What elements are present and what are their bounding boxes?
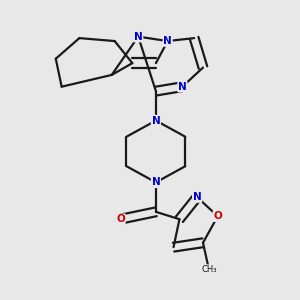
Text: N: N [152, 177, 160, 188]
Text: N: N [152, 116, 160, 126]
Text: N: N [178, 82, 187, 92]
Text: N: N [193, 192, 202, 202]
Text: O: O [116, 214, 125, 224]
Text: CH₃: CH₃ [201, 265, 217, 274]
Text: O: O [213, 211, 222, 221]
Text: N: N [163, 36, 172, 46]
Text: N: N [134, 32, 142, 42]
